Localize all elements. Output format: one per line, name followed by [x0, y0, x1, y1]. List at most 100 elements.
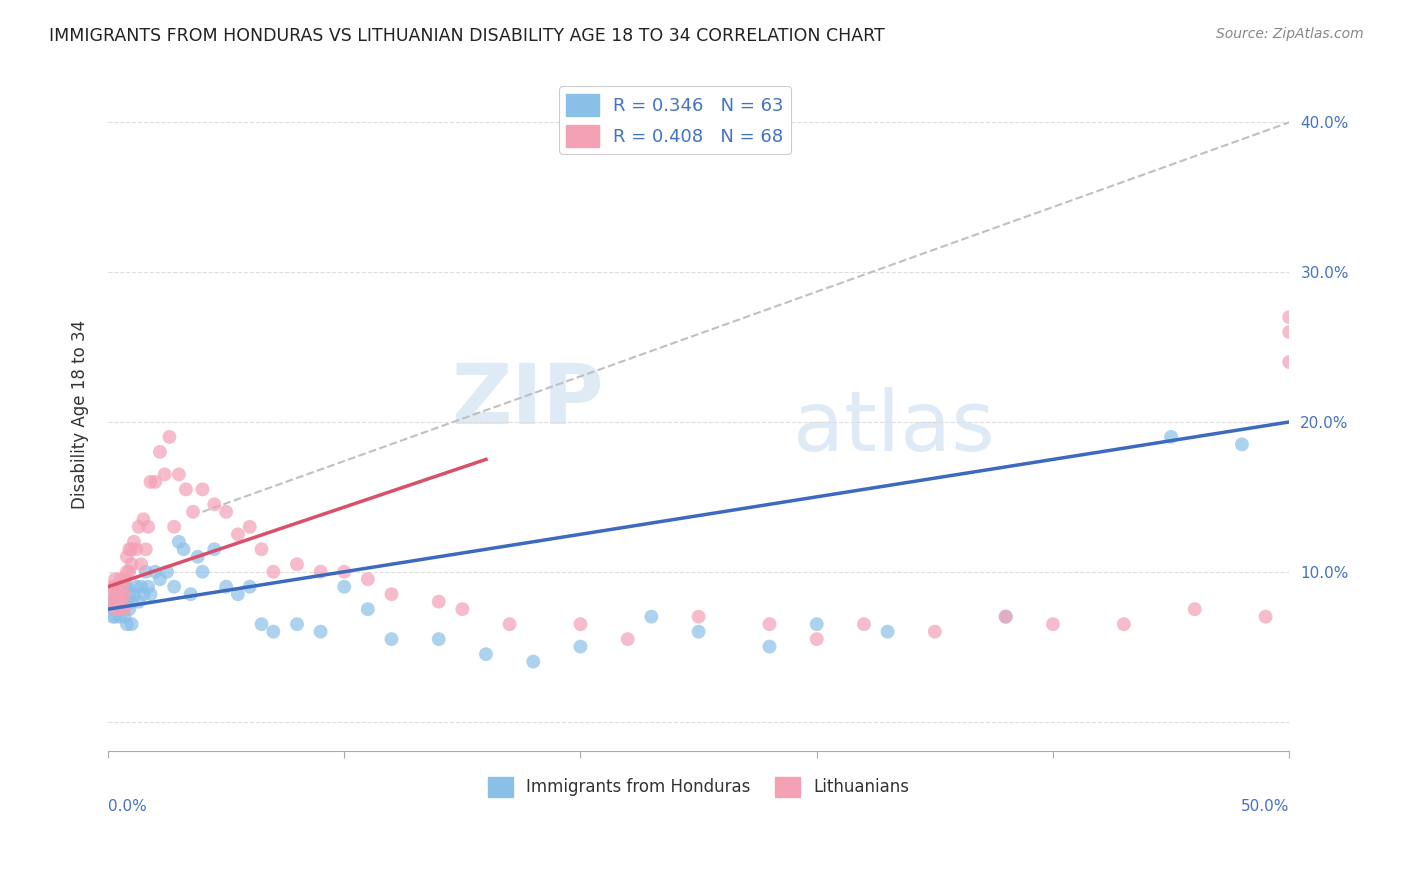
Point — [121, 595, 143, 609]
Point — [451, 602, 474, 616]
Point — [163, 580, 186, 594]
Point — [118, 542, 141, 557]
Point — [153, 467, 176, 482]
Point — [427, 595, 450, 609]
Point — [180, 587, 202, 601]
Point — [163, 520, 186, 534]
Point — [139, 475, 162, 489]
Point — [285, 558, 308, 572]
Text: IMMIGRANTS FROM HONDURAS VS LITHUANIAN DISABILITY AGE 18 TO 34 CORRELATION CHART: IMMIGRANTS FROM HONDURAS VS LITHUANIAN D… — [49, 27, 884, 45]
Point — [107, 587, 129, 601]
Point — [187, 549, 209, 564]
Point — [191, 565, 214, 579]
Point — [108, 609, 131, 624]
Point — [132, 587, 155, 601]
Point — [806, 632, 828, 647]
Point — [167, 534, 190, 549]
Point — [250, 617, 273, 632]
Point — [250, 542, 273, 557]
Point — [1160, 430, 1182, 444]
Point — [114, 587, 136, 601]
Point — [380, 587, 402, 601]
Point — [1184, 602, 1206, 616]
Point — [136, 520, 159, 534]
Point — [121, 542, 143, 557]
Point — [202, 497, 225, 511]
Point — [104, 572, 127, 586]
Point — [104, 602, 127, 616]
Point — [215, 580, 238, 594]
Point — [114, 609, 136, 624]
Point — [1042, 617, 1064, 632]
Point — [876, 624, 898, 639]
Point — [174, 483, 197, 497]
Point — [101, 602, 124, 616]
Point — [262, 565, 284, 579]
Point — [806, 617, 828, 632]
Point — [121, 617, 143, 632]
Point — [107, 595, 129, 609]
Point — [239, 580, 262, 594]
Point — [128, 520, 150, 534]
Point — [333, 565, 356, 579]
Y-axis label: Disability Age 18 to 34: Disability Age 18 to 34 — [72, 320, 89, 509]
Point — [98, 587, 121, 601]
Text: atlas: atlas — [793, 387, 995, 468]
Point — [115, 580, 138, 594]
Point — [569, 617, 592, 632]
Point — [616, 632, 638, 647]
Point — [191, 483, 214, 497]
Point — [108, 587, 131, 601]
Point — [111, 595, 134, 609]
Point — [107, 580, 129, 594]
Point — [202, 542, 225, 557]
Text: Source: ZipAtlas.com: Source: ZipAtlas.com — [1216, 27, 1364, 41]
Point — [994, 609, 1017, 624]
Point — [475, 647, 498, 661]
Point — [125, 580, 148, 594]
Point — [118, 565, 141, 579]
Point — [143, 565, 166, 579]
Point — [1112, 617, 1135, 632]
Point — [132, 512, 155, 526]
Point — [226, 587, 249, 601]
Text: ZIP: ZIP — [451, 360, 605, 442]
Point — [924, 624, 946, 639]
Point — [104, 609, 127, 624]
Point — [108, 587, 131, 601]
Point — [309, 565, 332, 579]
Point — [108, 572, 131, 586]
Point — [114, 580, 136, 594]
Point — [108, 580, 131, 594]
Point — [118, 602, 141, 616]
Point — [114, 595, 136, 609]
Point — [101, 595, 124, 609]
Point — [688, 624, 710, 639]
Point — [357, 572, 380, 586]
Point — [149, 445, 172, 459]
Text: 0.0%: 0.0% — [108, 798, 146, 814]
Point — [98, 595, 121, 609]
Legend: Immigrants from Honduras, Lithuanians: Immigrants from Honduras, Lithuanians — [481, 770, 917, 804]
Point — [380, 632, 402, 647]
Point — [357, 602, 380, 616]
Point — [104, 587, 127, 601]
Point — [135, 565, 157, 579]
Point — [215, 505, 238, 519]
Point — [114, 572, 136, 586]
Point — [111, 580, 134, 594]
Point — [522, 655, 544, 669]
Point — [569, 640, 592, 654]
Point — [226, 527, 249, 541]
Point — [118, 587, 141, 601]
Point — [157, 430, 180, 444]
Point — [1278, 325, 1301, 339]
Point — [121, 558, 143, 572]
Point — [285, 617, 308, 632]
Point — [111, 602, 134, 616]
Point — [115, 617, 138, 632]
Point — [107, 602, 129, 616]
Point — [181, 505, 204, 519]
Point — [688, 609, 710, 624]
Point — [239, 520, 262, 534]
